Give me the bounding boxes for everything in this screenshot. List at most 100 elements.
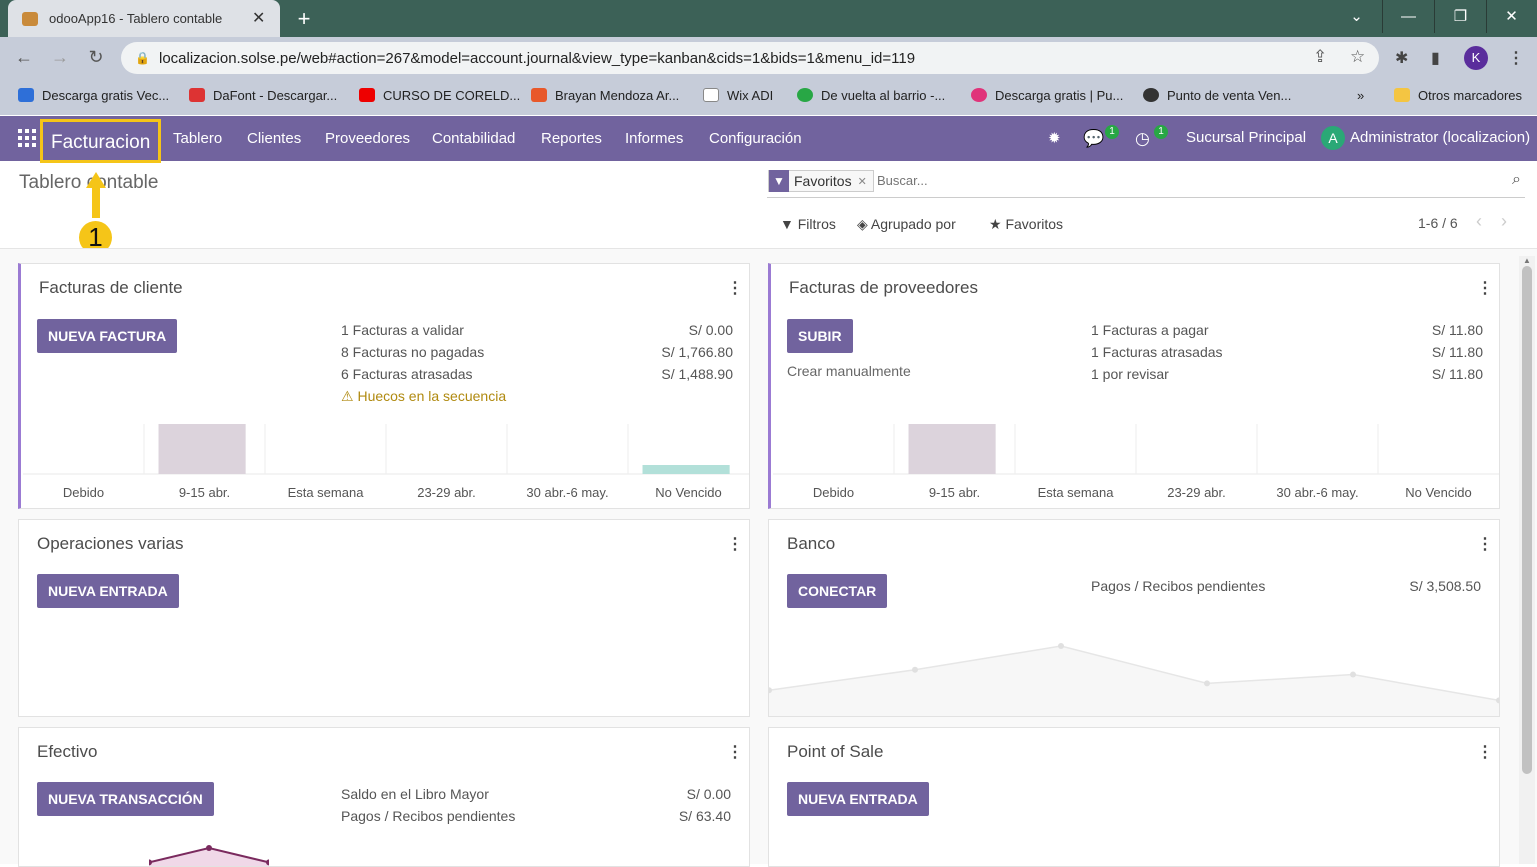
bookmarks-overflow-icon[interactable]: » <box>1357 88 1365 103</box>
minimize-icon[interactable]: — <box>1401 8 1416 25</box>
menu-reportes[interactable]: Reportes <box>541 130 602 147</box>
page-scrollbar[interactable]: ▲ <box>1519 256 1535 864</box>
card-menu-icon[interactable]: ⋮ <box>1477 536 1493 553</box>
odoo-navbar: Facturacion Tablero Clientes Proveedores… <box>0 116 1537 163</box>
bookmark-item[interactable]: Wix ADI <box>703 88 773 103</box>
connect-bank-button[interactable]: CONECTAR <box>787 574 888 608</box>
stat-value: S/ 3,508.50 <box>1409 578 1481 594</box>
bookmark-item[interactable]: Descarga gratis | Pu... <box>971 88 1123 103</box>
bookmark-label: Descarga gratis Vec... <box>42 88 170 103</box>
upload-button[interactable]: SUBIR <box>787 319 853 353</box>
menu-clientes[interactable]: Clientes <box>247 130 302 147</box>
forward-arrow-icon[interactable]: → <box>51 47 69 67</box>
card-menu-icon[interactable]: ⋮ <box>1477 744 1493 761</box>
stat-label[interactable]: 1 por revisar <box>1091 366 1169 382</box>
journal-card-misc: Operaciones varias ⋮ NUEVA ENTRADA <box>18 519 750 717</box>
card-title[interactable]: Banco <box>787 534 836 553</box>
bookmark-star-icon[interactable]: ☆ <box>1350 47 1366 66</box>
search-facet-favoritos[interactable]: ▼ Favoritos ✕ <box>768 170 874 192</box>
create-manually-link[interactable]: Crear manualmente <box>787 363 911 379</box>
user-avatar[interactable]: A <box>1321 126 1345 150</box>
stat-label[interactable]: 6 Facturas atrasadas <box>341 366 473 382</box>
new-entry-button[interactable]: NUEVA ENTRADA <box>37 574 179 608</box>
stat-label[interactable]: 1 Facturas a validar <box>341 322 464 338</box>
aged-payable-chart: Debido 9-15 abr. Esta semana 23-29 abr. 30 a… <box>773 424 1499 500</box>
bookmark-item[interactable]: Punto de venta Ven... <box>1143 88 1291 103</box>
pager-next-icon[interactable]: › <box>1501 211 1507 231</box>
chart-x-label: 30 abr.-6 may. <box>526 485 608 500</box>
restore-icon[interactable]: ❐ <box>1453 8 1468 25</box>
facet-remove-icon[interactable]: ✕ <box>857 175 867 188</box>
chart-point <box>1058 643 1064 649</box>
url-field[interactable]: 🔒 localizacion.solse.pe/web#action=267&m… <box>121 42 1379 74</box>
app-brand-menu[interactable]: Facturacion <box>40 119 162 163</box>
card-title[interactable]: Operaciones varias <box>37 534 184 553</box>
card-menu-icon[interactable]: ⋮ <box>727 280 743 297</box>
tab-search-chevron-icon[interactable]: ⌄ <box>1350 8 1363 25</box>
scrollbar-thumb[interactable] <box>1522 266 1532 774</box>
card-menu-icon[interactable]: ⋮ <box>727 536 743 553</box>
menu-informes[interactable]: Informes <box>625 130 684 147</box>
back-arrow-icon[interactable]: ← <box>15 47 33 67</box>
pager-prev-icon[interactable]: ‹ <box>1476 211 1482 231</box>
pager-value[interactable]: 1-6 / 6 <box>1418 215 1458 231</box>
url-text[interactable]: localizacion.solse.pe/web#action=267&mod… <box>159 50 916 67</box>
browser-tab[interactable]: odooApp16 - Tablero contable ✕ <box>8 0 280 37</box>
browser-menu-icon[interactable]: ⋮ <box>1508 50 1524 67</box>
card-title[interactable]: Point of Sale <box>787 742 884 761</box>
new-invoice-button[interactable]: NUEVA FACTURA <box>37 319 178 353</box>
stat-label[interactable]: 8 Facturas no pagadas <box>341 344 485 360</box>
stat-label[interactable]: Saldo en el Libro Mayor <box>341 786 489 802</box>
other-bookmarks[interactable]: Otros marcadores <box>1394 88 1522 103</box>
share-icon[interactable]: ⇪ <box>1313 47 1328 66</box>
menu-contabilidad[interactable]: Contabilidad <box>432 130 516 147</box>
new-transaction-button[interactable]: NUEVA TRANSACCIÓN <box>37 782 214 816</box>
bookmark-item[interactable]: DaFont - Descargar... <box>189 88 337 103</box>
browser-tab-title: odooApp16 - Tablero contable <box>49 11 223 26</box>
new-entry-button[interactable]: NUEVA ENTRADA <box>787 782 929 816</box>
user-menu[interactable]: Administrator (localizacion) <box>1350 129 1531 146</box>
search-input[interactable] <box>877 173 1277 188</box>
sequence-gaps-warning[interactable]: ⚠ Huecos en la secuencia <box>341 388 506 405</box>
activity-clock-icon[interactable]: ◷ <box>1135 129 1150 148</box>
close-window-icon[interactable]: ✕ <box>1505 8 1518 25</box>
apps-grid-icon[interactable] <box>18 129 36 147</box>
card-menu-icon[interactable]: ⋮ <box>1477 280 1493 297</box>
stat-label[interactable]: Pagos / Recibos pendientes <box>341 808 516 824</box>
scroll-up-icon[interactable]: ▲ <box>1523 256 1531 265</box>
side-panel-icon[interactable]: ▮ <box>1431 50 1440 67</box>
bookmark-item[interactable]: CURSO DE CORELD... <box>359 88 520 103</box>
bookmark-item[interactable]: Brayan Mendoza Ar... <box>531 88 679 103</box>
profile-avatar[interactable]: K <box>1464 46 1488 70</box>
chart-area <box>769 646 1499 716</box>
menu-proveedores[interactable]: Proveedores <box>325 130 411 147</box>
aged-receivable-chart: Debido 9-15 abr. Esta semana 23-29 abr. 30 a… <box>23 424 749 500</box>
card-title[interactable]: Facturas de proveedores <box>789 278 978 297</box>
stat-label[interactable]: 1 Facturas atrasadas <box>1091 344 1223 360</box>
search-icon[interactable]: ⌕ <box>1512 171 1521 188</box>
filter-funnel-icon: ▼ <box>769 170 789 192</box>
menu-configuracion[interactable]: Configuración <box>709 130 802 147</box>
bookmark-label: CURSO DE CORELD... <box>383 88 521 103</box>
stat-label[interactable]: 1 Facturas a pagar <box>1091 322 1209 338</box>
card-title[interactable]: Facturas de cliente <box>39 278 183 297</box>
favorites-dropdown[interactable]: ★ Favoritos <box>989 216 1063 233</box>
new-tab-plus-icon[interactable]: + <box>297 6 311 31</box>
group-by-dropdown[interactable]: ◈ Agrupado por <box>857 216 956 233</box>
company-switcher[interactable]: Sucursal Principal <box>1186 129 1307 146</box>
filters-dropdown[interactable]: ▼ Filtros <box>780 216 836 232</box>
bookmark-item[interactable]: De vuelta al barrio -... <box>797 88 945 103</box>
messages-chat-icon[interactable]: 💬 <box>1083 129 1105 148</box>
lock-icon[interactable]: 🔒 <box>135 51 150 65</box>
close-tab-icon[interactable]: ✕ <box>252 10 266 27</box>
stat-label[interactable]: Pagos / Recibos pendientes <box>1091 578 1266 594</box>
bookmark-favicon-icon <box>1143 88 1159 102</box>
reload-icon[interactable]: ↻ <box>88 47 104 67</box>
search-bar: ▼ Favoritos ✕ ⌕ <box>767 166 1525 198</box>
menu-tablero[interactable]: Tablero <box>173 130 223 147</box>
card-menu-icon[interactable]: ⋮ <box>727 744 743 761</box>
extensions-puzzle-icon[interactable]: ✱ <box>1395 50 1409 67</box>
card-title[interactable]: Efectivo <box>37 742 98 761</box>
debug-bug-icon[interactable]: ✹ <box>1048 130 1061 147</box>
bookmark-item[interactable]: Descarga gratis Vec... <box>18 88 169 103</box>
